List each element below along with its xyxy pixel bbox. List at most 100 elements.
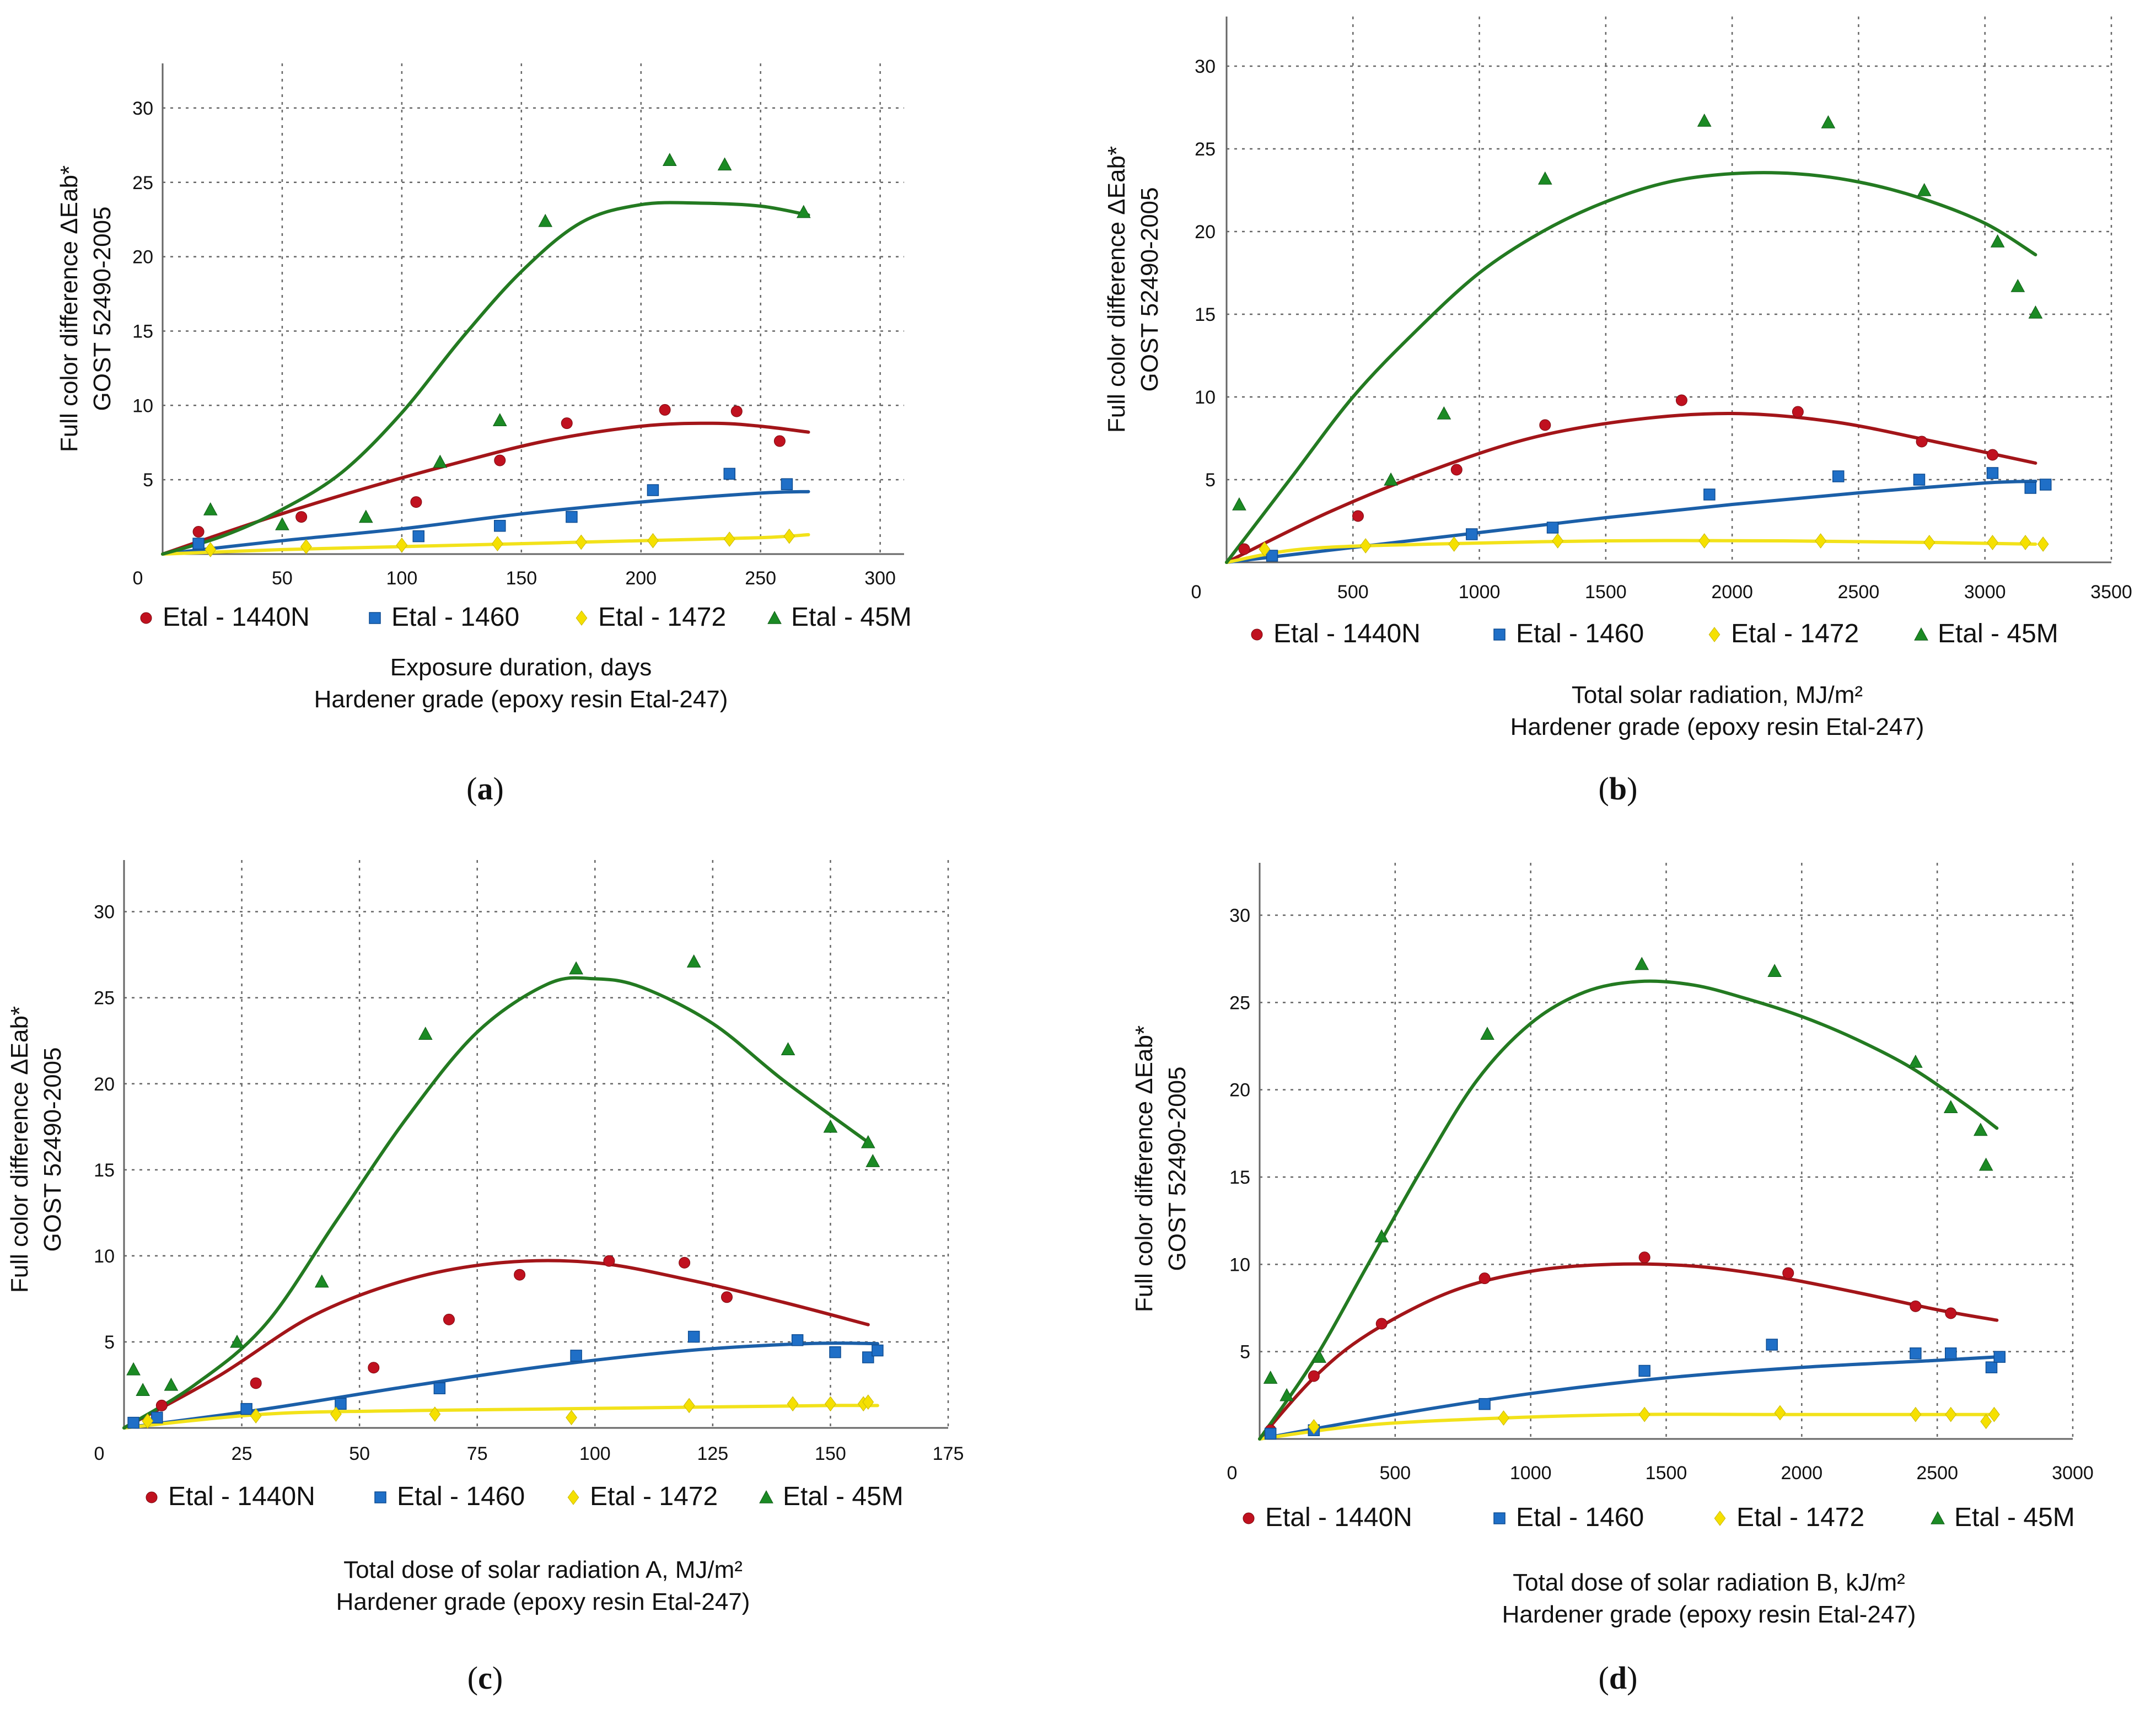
panel-b-x-tick-label: 2500 (1838, 582, 1880, 603)
panel-a-x-axis-label: Hardener grade (epoxy resin Etal-247) (314, 686, 728, 713)
panel-a-point-etal-45m (275, 517, 289, 530)
panel-a-curve-etal-45m (161, 201, 810, 556)
panel-b-point-etal-1460 (1466, 528, 1478, 540)
panel-b-legend-label-etal-1472: Etal - 1472 (1731, 619, 1859, 648)
panel-d-point-etal-45m (1767, 964, 1782, 977)
panel-c-x-tick-label: 100 (579, 1443, 611, 1464)
panel-c-legend-label-etal-1440n: Etal - 1440N (168, 1482, 315, 1511)
panel-d-point-etal-45m (1480, 1027, 1494, 1040)
panel-b-point-etal-1472 (1552, 533, 1564, 549)
panel-d-legend-marker-etal-1440n (1243, 1512, 1255, 1524)
panel-c-curve-etal-1460 (122, 1341, 879, 1430)
panel-d-point-etal-1440n (1375, 1318, 1388, 1330)
panel-b-point-etal-1460 (2040, 479, 2052, 491)
panel-c-x-tick-label: 25 (232, 1443, 252, 1464)
panel-a-y-tick-label: 25 (132, 173, 153, 194)
panel-d-y-axis-label: GOST 52490-2005 (1164, 1067, 1191, 1271)
panel-b-y-tick-label: 15 (1195, 304, 1216, 325)
panel-c-point-etal-1460 (829, 1346, 841, 1358)
panel-c-point-etal-1460 (433, 1382, 446, 1394)
panel-b-point-etal-1460 (1703, 488, 1716, 501)
panel-b-y-tick-label: 30 (1195, 56, 1216, 77)
panel-d-point-etal-1472 (1774, 1405, 1786, 1421)
panel-b-curve-etal-1472 (1225, 539, 2037, 564)
panel-a-x-tick-label: 150 (506, 568, 537, 589)
panel-d-point-etal-1440n (1782, 1267, 1794, 1279)
panel-a-point-etal-1472 (647, 533, 659, 549)
panel-b-point-etal-1460 (1832, 470, 1845, 482)
panel-c-curve-etal-1472 (122, 1404, 879, 1430)
panel-b-legend-marker-etal-1440n (1251, 628, 1263, 641)
panel-a-x-tick-label: 50 (272, 568, 293, 589)
panel-a-point-etal-1472 (783, 528, 795, 544)
panel-c-curve-etal-1440n (122, 1259, 870, 1430)
panel-b-point-etal-1460 (1546, 522, 1559, 534)
panel-b-point-etal-45m (1537, 171, 1552, 185)
panel-a-point-etal-45m (492, 413, 507, 426)
panel-a-legend-label-etal-1440n: Etal - 1440N (163, 603, 310, 632)
panel-d-point-etal-1472 (1308, 1419, 1320, 1435)
panel-a-point-etal-1460 (412, 530, 424, 542)
panel-b-x-tick-label: 3000 (1964, 582, 2006, 603)
panel-d-legend-label-etal-1460: Etal - 1460 (1516, 1503, 1644, 1532)
panel-a-point-etal-1440n (192, 526, 205, 538)
panel-b-point-etal-1472 (1987, 535, 1998, 550)
panel-d-point-etal-45m (1635, 957, 1649, 970)
panel-b-legend-marker-etal-1460 (1493, 628, 1506, 641)
panel-c-point-etal-1472 (330, 1406, 342, 1422)
panel-c-point-etal-1472 (250, 1408, 262, 1423)
panel-a-point-etal-1472 (575, 534, 587, 550)
panel-c-y-axis-label: GOST 52490-2005 (39, 1047, 66, 1252)
panel-b-x-tick-label: 1000 (1459, 582, 1501, 603)
panel-a-point-etal-1440n (561, 417, 573, 429)
panel-b-y-tick-label: 20 (1195, 222, 1216, 243)
panel-a-y-tick-label: 20 (132, 247, 153, 268)
panel-b-x-tick-label: 2000 (1711, 582, 1753, 603)
panel-b-point-etal-1440n (1916, 436, 1928, 448)
panel-d-point-etal-1472 (1945, 1406, 1957, 1422)
panel-d-point-etal-45m (1312, 1350, 1327, 1363)
panel-a-legend-marker-etal-45m (767, 610, 782, 624)
panel-b-y-axis-label: Full color difference ΔEab* (1103, 146, 1130, 433)
panel-d-x-axis-label: Total dose of solar radiation B, kJ/m² (1513, 1569, 1905, 1596)
panel-c-point-etal-1460 (872, 1344, 884, 1357)
panel-d-x-tick-label: 1000 (1510, 1463, 1552, 1484)
panel-d-point-etal-1440n (1945, 1307, 1957, 1319)
panel-c-x-tick-label: 150 (815, 1443, 846, 1464)
panel-a-point-etal-45m (433, 454, 448, 468)
panel-c-y-tick-label: 15 (94, 1160, 115, 1181)
panel-c-point-etal-1460 (791, 1334, 804, 1346)
panel-c-point-etal-1472 (142, 1413, 154, 1429)
panel-c-point-etal-1460 (151, 1411, 163, 1424)
panel-d-x-tick-label: 500 (1379, 1463, 1411, 1484)
panel-d-x-tick-label: 1500 (1646, 1463, 1687, 1484)
panel-b-point-etal-1440n (1352, 510, 1364, 522)
panel-d-point-etal-1472 (1988, 1406, 2000, 1422)
panel-a-legend-marker-etal-1460 (369, 612, 381, 624)
panel-b-point-etal-45m (1917, 182, 1932, 196)
panel-d-point-etal-1440n (1638, 1251, 1650, 1264)
panel-a-point-etal-1460 (494, 520, 506, 532)
panel-d-point-etal-1440n (1910, 1300, 1922, 1312)
panel-c-legend-marker-etal-1440n (146, 1491, 158, 1503)
panel-c-legend-marker-etal-1472 (567, 1490, 579, 1505)
panel-b-point-etal-1460 (2024, 482, 2037, 494)
panel-d-y-tick-label: 30 (1229, 905, 1250, 926)
panel-c-point-etal-1460 (570, 1350, 582, 1362)
panel-b-curve-etal-1440n (1225, 411, 2037, 564)
panel-d-x-axis-label: Hardener grade (epoxy resin Etal-247) (1502, 1601, 1916, 1628)
panel-c-point-etal-1472 (825, 1396, 836, 1412)
panel-c-point-etal-1440n (368, 1362, 380, 1374)
panel-b-point-etal-1472 (1923, 535, 1935, 550)
panel-c-point-etal-45m (126, 1362, 141, 1376)
panel-b-point-etal-45m (1232, 497, 1246, 511)
panel-b-point-etal-1472 (1815, 533, 1827, 549)
panel-a-y-axis-label: GOST 52490-2005 (89, 207, 116, 411)
panel-c-point-etal-45m (686, 954, 701, 968)
panel-b-point-etal-1440n (1450, 464, 1463, 476)
panel-a-point-etal-1472 (396, 537, 408, 553)
panel-d-y-axis-label: Full color difference ΔEab* (1131, 1025, 1158, 1312)
panel-a-point-etal-1440n (730, 405, 743, 417)
panel-a-legend-label-etal-1472: Etal - 1472 (598, 603, 726, 632)
panel-a-point-etal-1472 (492, 536, 503, 551)
